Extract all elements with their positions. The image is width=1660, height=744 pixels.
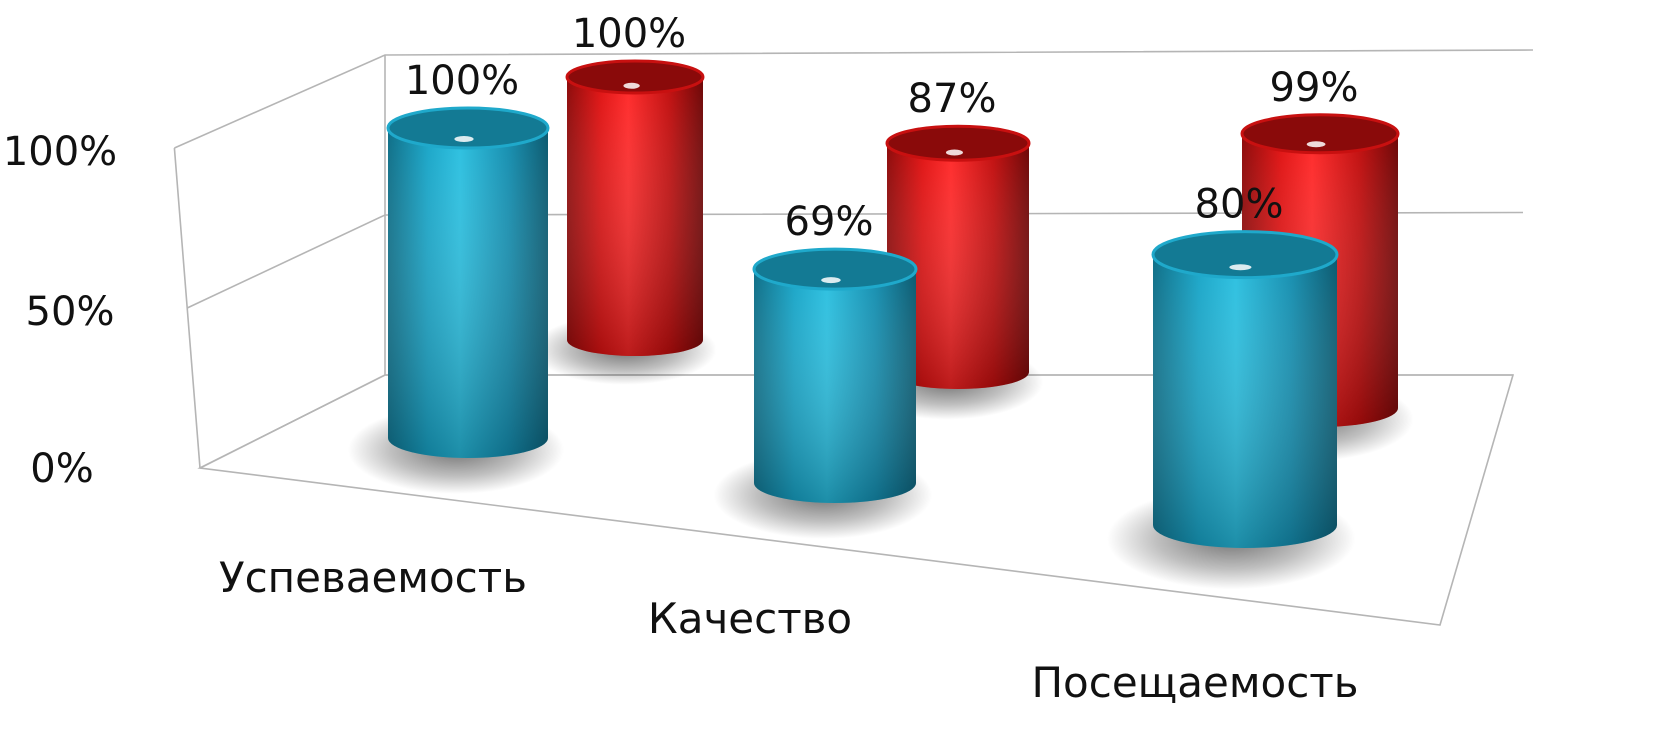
bar-highlight [623, 82, 640, 89]
bar: 100% [533, 11, 717, 385]
bar: 80% [1107, 182, 1356, 590]
data-label: 99% [1270, 65, 1359, 111]
y-tick-label: 100% [3, 129, 117, 175]
y-tick-label: 50% [26, 289, 115, 335]
bar-highlight [1306, 141, 1326, 148]
bar-body-shade [887, 143, 1029, 389]
bar-body-shade [1153, 254, 1337, 548]
bar-top [1151, 230, 1339, 280]
bar-body-shade [567, 77, 703, 356]
bar-top [752, 247, 918, 291]
bar-highlight [1229, 264, 1252, 271]
bar-body-shade [754, 269, 916, 503]
category-labels: Успеваемость Качество Посещаемость [219, 553, 1359, 707]
data-label: 69% [785, 199, 874, 245]
bar-top [565, 59, 705, 95]
wall-edge-left [173, 147, 201, 469]
bar-body-shade [388, 128, 548, 458]
data-label: 100% [405, 58, 519, 104]
bar: 100% [348, 58, 564, 494]
category-label: Качество [648, 594, 852, 643]
bar-top [386, 106, 550, 150]
y-tick-label: 0% [30, 446, 93, 492]
bar-highlight [821, 277, 841, 284]
bar-highlight [945, 149, 963, 156]
bars: 100% 87% 99% 100% 69% 80% [348, 11, 1414, 590]
chart-grid [173, 49, 1534, 626]
bar: 69% [713, 199, 933, 539]
data-label: 100% [572, 11, 686, 57]
bar-top [885, 124, 1031, 162]
category-label: Посещаемость [1031, 658, 1358, 707]
data-label: 80% [1195, 182, 1284, 228]
category-label: Успеваемость [219, 553, 527, 602]
data-label: 87% [908, 76, 997, 122]
bar-top [1240, 113, 1400, 155]
y-axis-ticks: 0% 50% 100% [3, 129, 117, 492]
bar-highlight [454, 136, 474, 142]
